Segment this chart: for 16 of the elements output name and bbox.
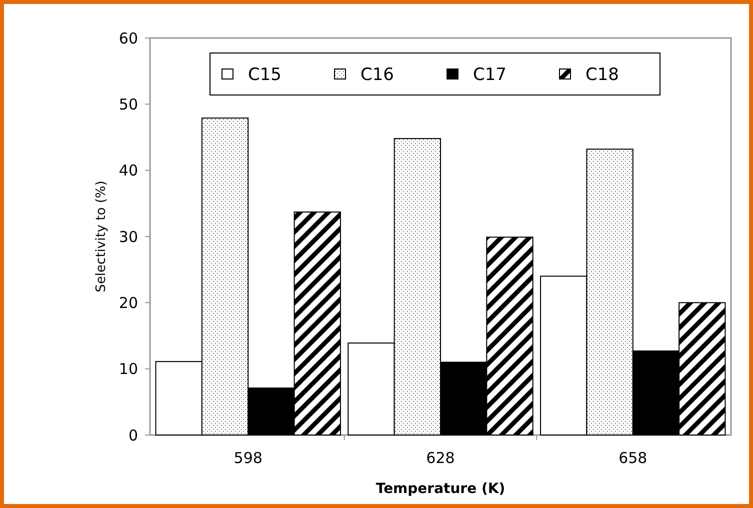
y-tick-label: 40 xyxy=(118,162,138,180)
x-axis-title: Temperature (K) xyxy=(376,481,506,497)
y-tick-label: 30 xyxy=(118,228,138,246)
legend-label: C16 xyxy=(360,64,394,85)
y-tick-label: 20 xyxy=(118,294,138,312)
legend-label: C15 xyxy=(248,64,282,85)
y-tick-label: 10 xyxy=(118,360,138,378)
legend-label: C17 xyxy=(473,64,507,85)
x-tick-label: 628 xyxy=(426,449,455,467)
y-tick-label: 60 xyxy=(118,29,138,48)
x-tick-label: 658 xyxy=(618,449,648,467)
y-tick-label: 0 xyxy=(128,426,138,444)
x-tick-label: 598 xyxy=(234,449,262,467)
y-axis-title: Selectivity to (%) xyxy=(94,180,109,292)
legend-label: C18 xyxy=(586,64,620,85)
y-tick-label: 50 xyxy=(118,95,138,114)
